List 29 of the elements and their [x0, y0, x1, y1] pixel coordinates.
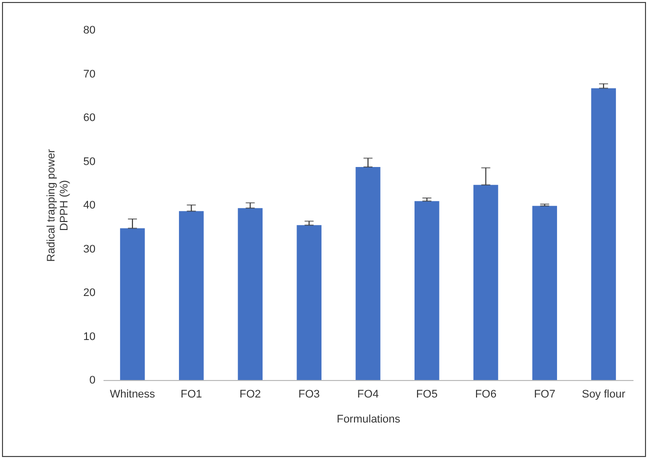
x-axis-title: Formulations	[336, 414, 401, 426]
y-axis-title: Radical trapping power DPPH (%)	[45, 148, 70, 262]
y-tick-label: 50	[83, 156, 96, 168]
bar	[120, 228, 145, 380]
y-tick-label: 40	[83, 200, 96, 212]
x-tick-label: FO5	[416, 388, 438, 400]
x-tick-label: Whitness	[110, 388, 156, 400]
bar	[356, 166, 380, 380]
x-tick-label: FO4	[357, 388, 379, 400]
bar	[178, 211, 204, 380]
x-tick-label: FO3	[298, 388, 320, 400]
x-tick-label: FO2	[240, 388, 261, 400]
x-tick-label: Soy flour	[582, 388, 626, 400]
bar	[414, 201, 440, 380]
x-tick-label: FO6	[475, 388, 496, 400]
bar	[238, 208, 263, 380]
y-tick-label: 20	[83, 287, 96, 299]
y-tick-label: 0	[89, 374, 96, 386]
y-tick-label: 60	[83, 112, 96, 124]
y-tick-label: 80	[83, 24, 96, 36]
y-tick-label: 70	[83, 68, 96, 80]
y-tick-label: 30	[83, 243, 96, 256]
x-tick-label: FO7	[534, 388, 556, 400]
y-tick-label: 10	[83, 330, 96, 343]
bar	[473, 184, 498, 380]
bar	[532, 206, 558, 380]
x-tick-label: FO1	[180, 388, 202, 400]
bar	[296, 225, 322, 380]
bar	[591, 88, 616, 380]
